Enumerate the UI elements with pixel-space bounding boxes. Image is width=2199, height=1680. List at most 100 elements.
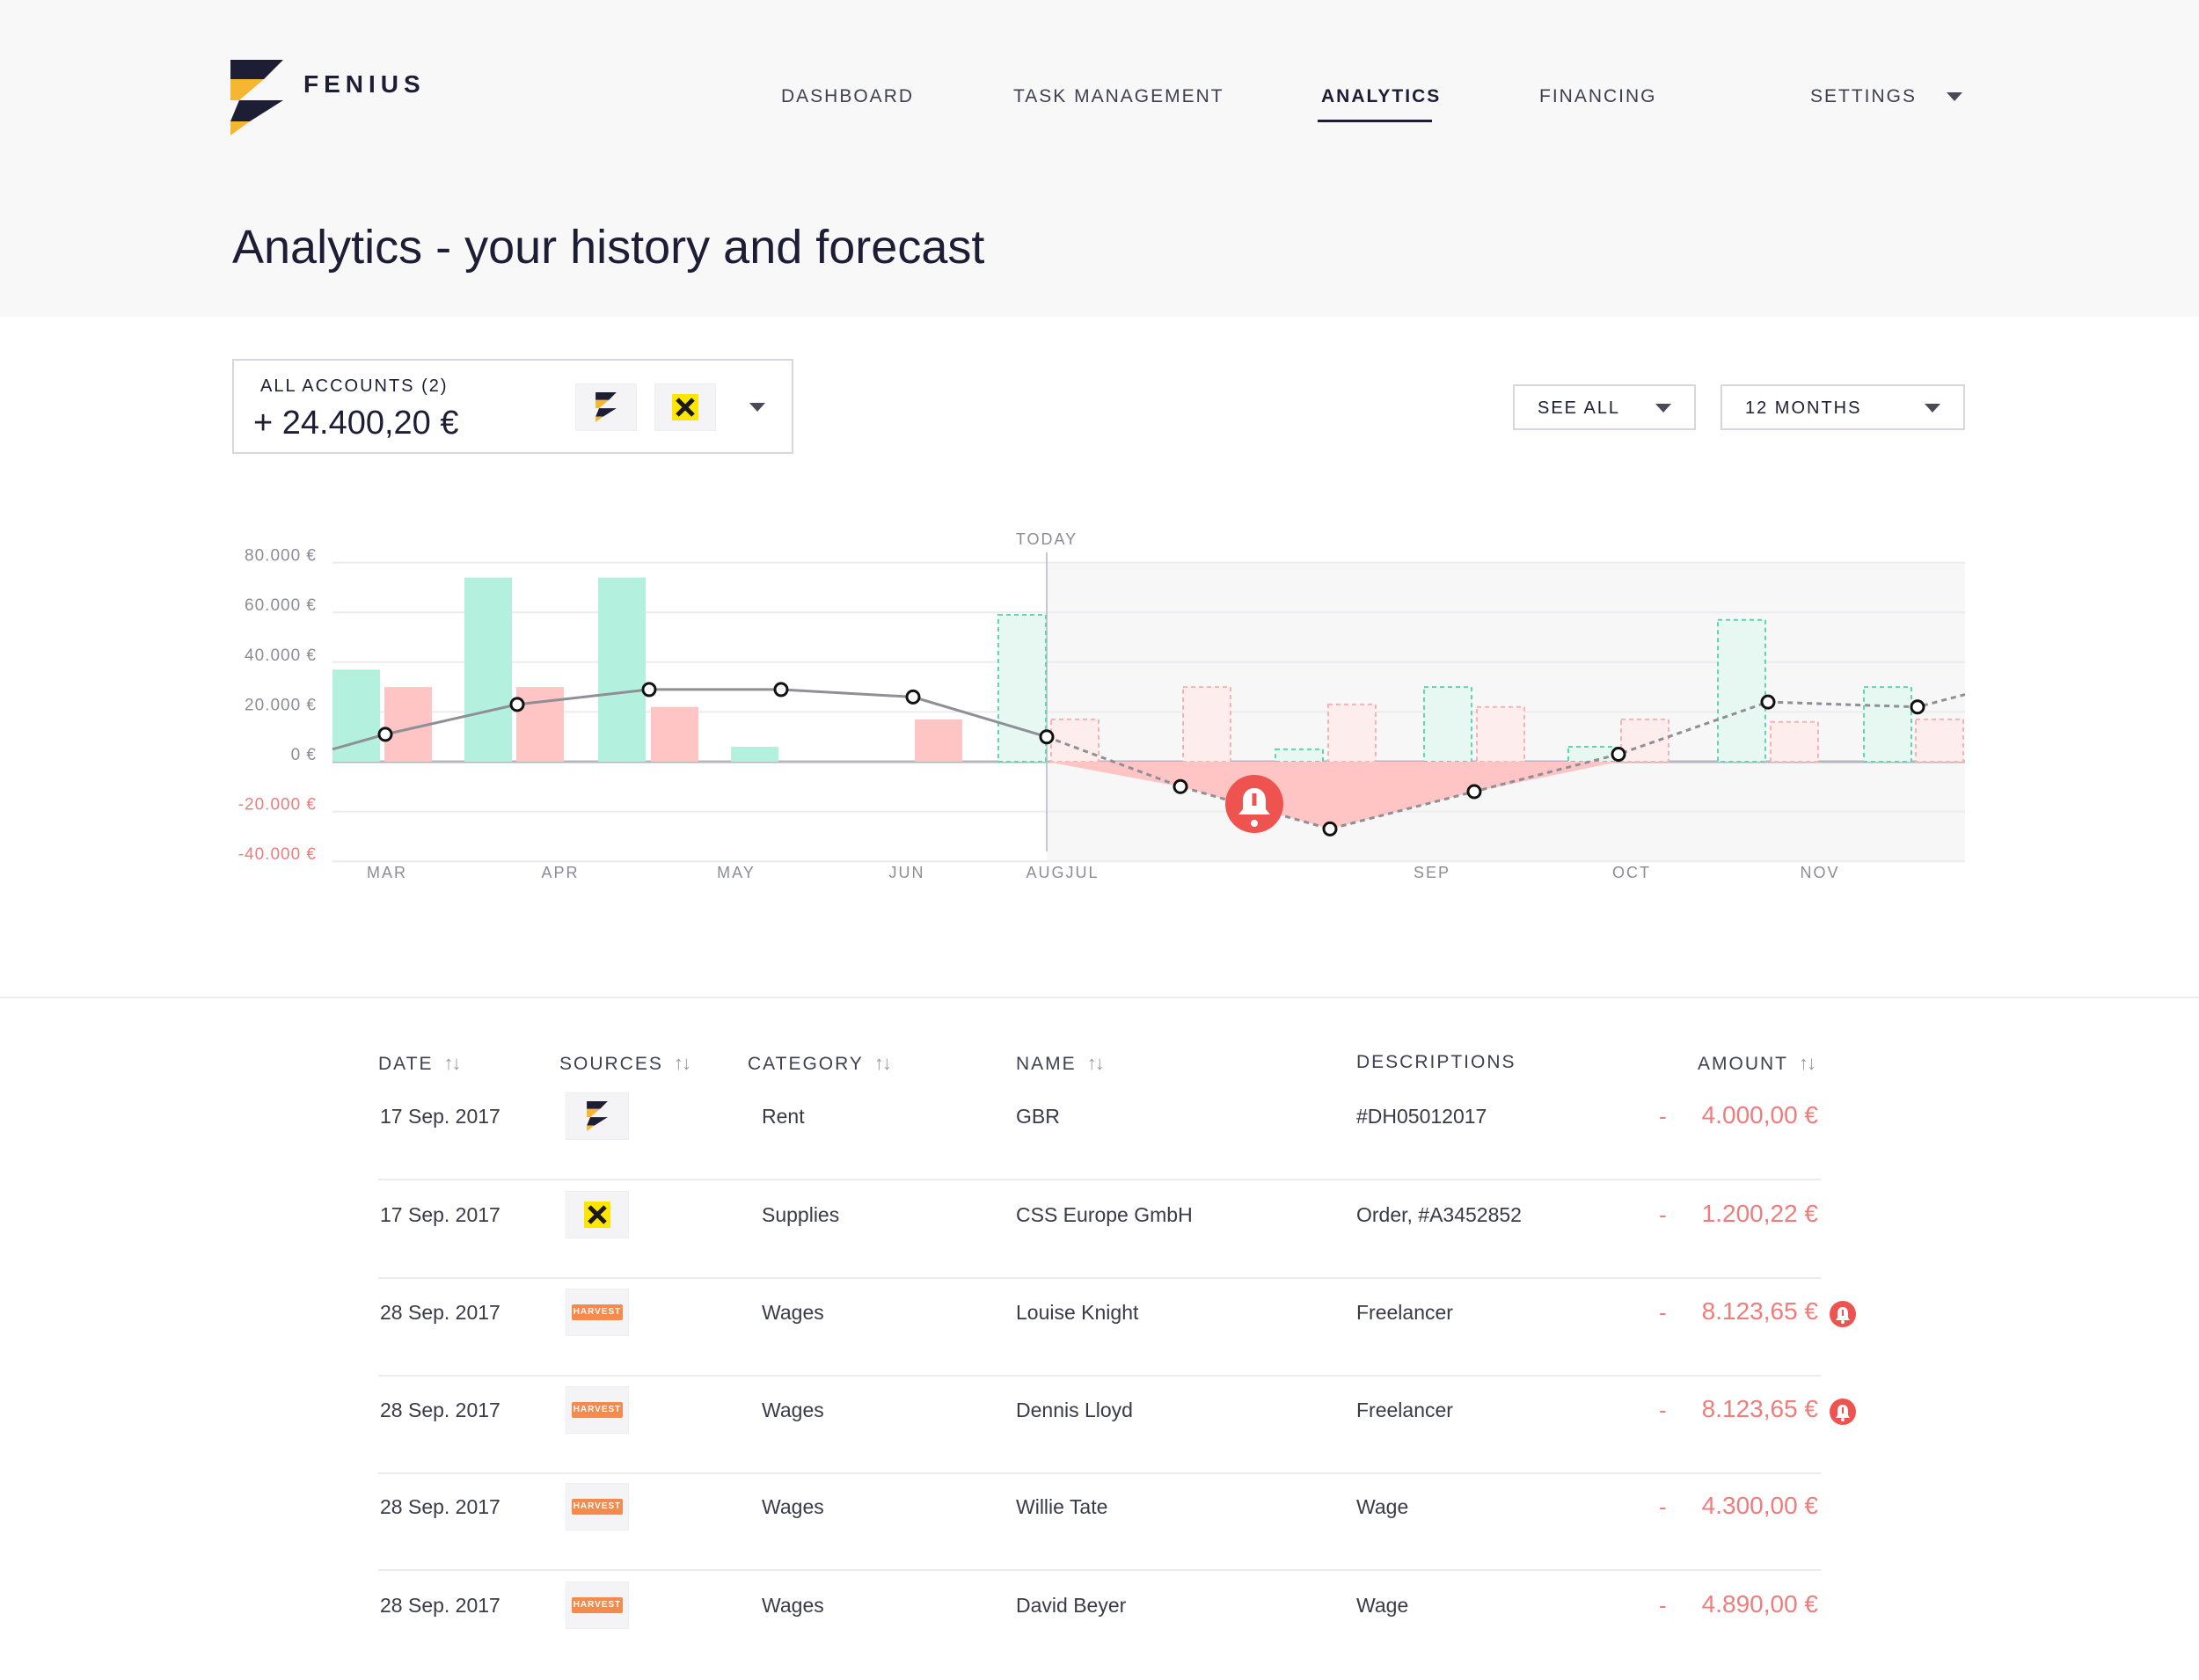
nav-financing[interactable]: FINANCING <box>1539 86 1657 106</box>
x-tick-label: MAY <box>717 864 756 881</box>
fenius-source-icon <box>575 383 637 431</box>
forecast-expense-bar <box>1476 705 1525 763</box>
forecast-income-bar <box>1423 686 1472 763</box>
page-title: Analytics - your history and forecast <box>232 221 985 274</box>
forecast-expense-bar <box>1182 686 1231 763</box>
sort-icon[interactable]: ↑↓ <box>673 1052 691 1074</box>
column-header-label: NAME <box>1016 1054 1077 1074</box>
sort-icon[interactable]: ↑↓ <box>873 1052 892 1074</box>
income-bar <box>598 577 646 762</box>
balance-point <box>905 689 921 705</box>
row-amount-sign: - <box>1659 1103 1667 1129</box>
period-dropdown[interactable]: 12 MONTHS <box>1720 384 1965 430</box>
x-tick-label: SEP <box>1414 864 1450 881</box>
y-tick-label: 20.000 € <box>245 696 317 714</box>
nav-settings-label: SETTINGS <box>1810 86 1918 106</box>
section-divider <box>0 997 2199 998</box>
column-header-descriptions[interactable]: DESCRIPTIONS <box>1356 1052 1516 1073</box>
y-tick-label: 0 € <box>291 746 317 764</box>
alert-bell-mark <box>1252 793 1257 806</box>
row-divider <box>378 1472 1821 1474</box>
forecast-income-bar <box>997 614 1047 763</box>
sort-icon[interactable]: ↑↓ <box>1799 1052 1816 1074</box>
forecast-expense-bar <box>1327 703 1377 763</box>
brand-name[interactable]: FENIUS <box>303 70 426 98</box>
raiffeisen-source-icon <box>566 1191 629 1238</box>
harvest-logo-icon: HARVEST <box>572 1499 623 1515</box>
x-tick-label: NOV <box>1800 864 1839 881</box>
forecast-income-bar <box>1717 618 1766 763</box>
column-header-label: CATEGORY <box>748 1054 864 1074</box>
y-tick-label: 80.000 € <box>245 547 317 566</box>
row-amount: 4.890,00 € <box>1701 1590 1818 1618</box>
y-tick-label: 40.000 € <box>245 646 317 665</box>
column-header-amount[interactable]: AMOUNT ↑↓ <box>1698 1052 1816 1075</box>
row-name: Louise Knight <box>1016 1301 1139 1324</box>
analytics-chart: 80.000 € 60.000 € 40.000 € 20.000 € 0 € -20.0… <box>238 530 1966 881</box>
period-label: 12 MONTHS <box>1745 398 1862 418</box>
row-date: 28 Sep. 2017 <box>380 1301 500 1324</box>
y-tick-label: -40.000 € <box>238 845 317 864</box>
x-tick-label: OCT <box>1612 864 1651 881</box>
income-bar <box>731 747 778 762</box>
harvest-logo-icon: HARVEST <box>572 1402 623 1418</box>
row-date: 28 Sep. 2017 <box>380 1594 500 1617</box>
row-date: 28 Sep. 2017 <box>380 1399 500 1421</box>
x-tick-label: APR <box>541 864 579 881</box>
income-bar <box>464 577 512 762</box>
row-category: Wages <box>762 1399 824 1421</box>
nav-task-management[interactable]: TASK MANAGEMENT <box>1013 86 1224 106</box>
row-description: #DH05012017 <box>1356 1105 1487 1128</box>
chevron-down-icon <box>1946 92 1962 102</box>
nav-settings[interactable]: SETTINGS <box>1810 86 1962 107</box>
see-all-dropdown[interactable]: SEE ALL <box>1513 384 1696 430</box>
harvest-logo-icon: HARVEST <box>572 1304 623 1320</box>
row-amount: 8.123,65 € <box>1701 1395 1818 1422</box>
sort-icon[interactable]: ↑↓ <box>443 1052 461 1074</box>
row-name: CSS Europe GmbH <box>1016 1203 1193 1226</box>
row-amount: 1.200,22 € <box>1701 1200 1818 1227</box>
expense-bar <box>651 706 698 762</box>
column-header-label: DATE <box>378 1054 434 1074</box>
harvest-logo-icon: HARVEST <box>572 1597 623 1613</box>
y-tick-label: -20.000 € <box>238 796 317 814</box>
row-name: Willie Tate <box>1016 1495 1108 1518</box>
sort-icon[interactable]: ↑↓ <box>1086 1052 1105 1074</box>
harvest-source-icon: HARVEST <box>566 1581 629 1629</box>
column-header-sources[interactable]: SOURCES ↑↓ <box>559 1052 691 1075</box>
column-header-name[interactable]: NAME ↑↓ <box>1016 1052 1105 1075</box>
balance-point <box>1466 784 1482 800</box>
balance-point <box>1322 821 1338 836</box>
row-date: 17 Sep. 2017 <box>380 1203 500 1226</box>
row-amount-sign: - <box>1659 1397 1667 1423</box>
row-date: 28 Sep. 2017 <box>380 1495 500 1518</box>
column-header-category[interactable]: CATEGORY ↑↓ <box>748 1052 892 1075</box>
row-name: David Beyer <box>1016 1594 1127 1617</box>
row-amount: 4.000,00 € <box>1701 1101 1818 1129</box>
row-amount: 8.123,65 € <box>1701 1297 1818 1325</box>
balance-point <box>773 682 789 698</box>
forecast-expense-bar <box>1770 720 1819 763</box>
x-tick-label: MAR <box>367 864 407 881</box>
raiffeisen-source-icon <box>654 383 716 431</box>
harvest-source-icon: HARVEST <box>566 1483 629 1530</box>
column-header-date[interactable]: DATE ↑↓ <box>378 1052 461 1075</box>
row-divider <box>378 1179 1821 1180</box>
nav-analytics[interactable]: ANALYTICS <box>1321 86 1442 106</box>
row-name: Dennis Lloyd <box>1016 1399 1133 1421</box>
account-selector[interactable]: ALL ACCOUNTS (2) + 24.400,20 € <box>232 359 793 454</box>
chevron-down-icon <box>749 403 765 412</box>
fenius-logo-icon[interactable] <box>230 60 283 135</box>
balance-point <box>1910 699 1925 715</box>
alert-bell-icon <box>1830 1399 1856 1425</box>
nav-dashboard[interactable]: DASHBOARD <box>781 86 915 106</box>
row-category: Wages <box>762 1301 824 1324</box>
row-category: Wages <box>762 1495 824 1518</box>
row-divider <box>378 1277 1821 1279</box>
expense-bar <box>915 719 962 762</box>
row-amount-sign: - <box>1659 1494 1667 1520</box>
harvest-source-icon: HARVEST <box>566 1386 629 1434</box>
row-description: Freelancer <box>1356 1301 1453 1324</box>
forecast-expense-bar <box>1915 718 1964 763</box>
column-header-label: DESCRIPTIONS <box>1356 1052 1516 1072</box>
